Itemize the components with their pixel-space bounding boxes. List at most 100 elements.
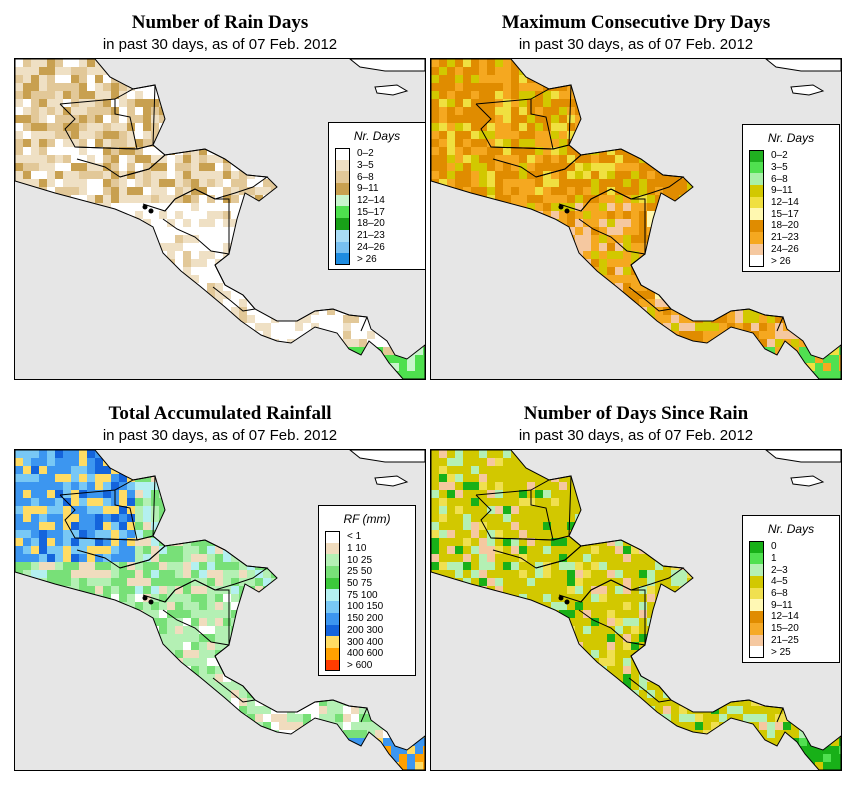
- grid-cell: [279, 323, 287, 331]
- grid-cell: [199, 450, 207, 458]
- grid-cell: [71, 83, 79, 91]
- grid-cell: [367, 363, 375, 371]
- grid-cell: [775, 355, 783, 363]
- grid-cell: [71, 466, 79, 474]
- grid-cell: [135, 91, 143, 99]
- grid-cell: [503, 339, 511, 347]
- grid-cell: [167, 474, 175, 482]
- grid-cell: [463, 283, 471, 291]
- grid-cell: [335, 91, 343, 99]
- grid-cell: [223, 243, 231, 251]
- grid-cell: [271, 251, 279, 259]
- grid-cell: [231, 283, 239, 291]
- grid-cell: [431, 275, 439, 283]
- grid-cell: [167, 291, 175, 299]
- grid-cell: [647, 363, 655, 371]
- grid-cell: [471, 147, 479, 155]
- grid-cell: [463, 275, 471, 283]
- grid-cell: [271, 115, 279, 123]
- grid-cell: [391, 275, 399, 283]
- grid-cell: [95, 195, 103, 203]
- grid-cell: [607, 99, 615, 107]
- grid-cell: [223, 211, 231, 219]
- grid-cell: [71, 203, 79, 211]
- grid-cell: [431, 299, 439, 307]
- grid-cell: [87, 123, 95, 131]
- grid-cell: [183, 339, 191, 347]
- grid-cell: [503, 307, 511, 315]
- grid-cell: [55, 75, 63, 83]
- grid-cell: [439, 171, 447, 179]
- grid-cell: [599, 179, 607, 187]
- grid-cell: [703, 83, 711, 91]
- grid-cell: [247, 211, 255, 219]
- grid-cell: [119, 490, 127, 498]
- grid-cell: [271, 522, 279, 530]
- grid-cell: [727, 211, 735, 219]
- grid-cell: [559, 171, 567, 179]
- grid-cell: [23, 195, 31, 203]
- grid-cell: [703, 179, 711, 187]
- grid-cell: [31, 355, 39, 363]
- grid-cell: [239, 179, 247, 187]
- grid-cell: [511, 147, 519, 155]
- grid-cell: [735, 107, 743, 115]
- grid-cell: [711, 299, 719, 307]
- grid-cell: [447, 323, 455, 331]
- grid-cell: [71, 275, 79, 283]
- grid-cell: [807, 107, 815, 115]
- grid-cell: [831, 99, 839, 107]
- grid-cell: [151, 498, 159, 506]
- grid-cell: [143, 490, 151, 498]
- grid-cell: [311, 67, 319, 75]
- grid-cell: [159, 187, 167, 195]
- legend-item: 12–14: [335, 194, 419, 207]
- grid-cell: [551, 347, 559, 355]
- grid-cell: [295, 59, 303, 67]
- grid-cell: [487, 315, 495, 323]
- grid-cell: [71, 155, 79, 163]
- grid-cell: [223, 91, 231, 99]
- grid-cell: [711, 155, 719, 163]
- grid-cell: [295, 458, 303, 466]
- grid-cell: [543, 267, 551, 275]
- grid-cell: [287, 219, 295, 227]
- grid-cell: [591, 307, 599, 315]
- grid-cell: [127, 275, 135, 283]
- grid-cell: [655, 115, 663, 123]
- grid-cell: [71, 554, 79, 562]
- grid-cell: [575, 91, 583, 99]
- grid-cell: [47, 498, 55, 506]
- grid-cell: [335, 315, 343, 323]
- grid-cell: [15, 91, 23, 99]
- grid-cell: [247, 187, 255, 195]
- grid-cell: [103, 283, 111, 291]
- grid-cell: [695, 371, 703, 379]
- grid-cell: [231, 530, 239, 538]
- grid-cell: [431, 83, 439, 91]
- grid-cell: [695, 363, 703, 371]
- grid-cell: [575, 83, 583, 91]
- grid-cell: [647, 59, 655, 67]
- grid-cell: [367, 91, 375, 99]
- grid-cell: [119, 546, 127, 554]
- grid-cell: [287, 67, 295, 75]
- grid-cell: [583, 195, 591, 203]
- grid-cell: [639, 371, 647, 379]
- grid-cell: [607, 251, 615, 259]
- grid-cell: [495, 347, 503, 355]
- grid-cell: [759, 115, 767, 123]
- grid-cell: [215, 99, 223, 107]
- grid-cell: [791, 371, 799, 379]
- grid-cell: [191, 323, 199, 331]
- grid-cell: [167, 506, 175, 514]
- grid-cell: [295, 299, 303, 307]
- legend-item: > 26: [335, 253, 419, 265]
- grid-cell: [239, 155, 247, 163]
- grid-cell: [223, 131, 231, 139]
- grid-cell: [319, 251, 327, 259]
- grid-cell: [447, 331, 455, 339]
- grid-cell: [119, 538, 127, 546]
- grid-cell: [87, 235, 95, 243]
- grid-cell: [167, 554, 175, 562]
